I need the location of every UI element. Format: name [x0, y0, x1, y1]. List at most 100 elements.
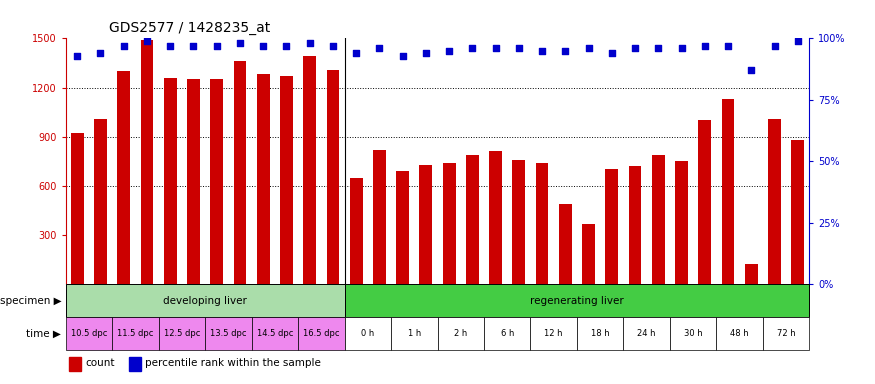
- Bar: [117, 71, 130, 284]
- Point: [536, 48, 550, 54]
- Text: regenerating liver: regenerating liver: [530, 296, 624, 306]
- Bar: [438, 317, 484, 350]
- Point: [582, 45, 596, 51]
- Point: [94, 50, 108, 56]
- Point: [186, 43, 200, 49]
- Bar: [722, 99, 734, 284]
- Bar: [256, 74, 270, 284]
- Text: 1 h: 1 h: [408, 329, 421, 338]
- Bar: [628, 166, 641, 284]
- Point: [488, 45, 502, 51]
- Bar: [210, 79, 223, 284]
- Bar: [763, 317, 809, 350]
- Bar: [577, 317, 623, 350]
- Bar: [676, 161, 688, 284]
- Bar: [484, 317, 530, 350]
- Bar: [141, 40, 153, 284]
- Bar: [652, 155, 665, 284]
- Bar: [66, 284, 345, 317]
- Bar: [791, 140, 804, 284]
- Text: specimen ▶: specimen ▶: [0, 296, 61, 306]
- Text: 16.5 dpc: 16.5 dpc: [303, 329, 340, 338]
- Bar: [536, 163, 549, 284]
- Bar: [66, 317, 112, 350]
- Bar: [345, 284, 809, 317]
- Text: 6 h: 6 h: [500, 329, 514, 338]
- Text: 14.5 dpc: 14.5 dpc: [256, 329, 293, 338]
- Bar: [745, 265, 758, 284]
- Text: 0 h: 0 h: [361, 329, 374, 338]
- Text: percentile rank within the sample: percentile rank within the sample: [145, 358, 321, 368]
- Point: [210, 43, 224, 49]
- Text: 18 h: 18 h: [591, 329, 610, 338]
- Bar: [71, 133, 84, 284]
- Bar: [623, 317, 670, 350]
- Bar: [280, 76, 293, 284]
- Bar: [350, 178, 362, 284]
- Bar: [391, 317, 438, 350]
- Text: developing liver: developing liver: [163, 296, 247, 306]
- Point: [349, 50, 363, 56]
- Text: 11.5 dpc: 11.5 dpc: [117, 329, 153, 338]
- Bar: [466, 155, 479, 284]
- Bar: [205, 317, 252, 350]
- Point: [558, 48, 572, 54]
- Point: [651, 45, 665, 51]
- Bar: [69, 357, 81, 371]
- Text: 2 h: 2 h: [454, 329, 467, 338]
- Point: [279, 43, 293, 49]
- Bar: [164, 78, 177, 284]
- Point: [442, 48, 456, 54]
- Text: 13.5 dpc: 13.5 dpc: [210, 329, 247, 338]
- Text: 72 h: 72 h: [777, 329, 795, 338]
- Bar: [670, 317, 717, 350]
- Bar: [129, 357, 141, 371]
- Point: [419, 50, 433, 56]
- Bar: [326, 70, 340, 284]
- Point: [233, 40, 247, 46]
- Bar: [606, 169, 619, 284]
- Bar: [158, 317, 205, 350]
- Bar: [582, 223, 595, 284]
- Text: 12.5 dpc: 12.5 dpc: [164, 329, 200, 338]
- Bar: [559, 204, 571, 284]
- Point: [697, 43, 711, 49]
- Text: 24 h: 24 h: [637, 329, 656, 338]
- Point: [767, 43, 781, 49]
- Bar: [443, 163, 456, 284]
- Bar: [513, 160, 525, 284]
- Point: [164, 43, 178, 49]
- Point: [373, 45, 387, 51]
- Point: [396, 53, 410, 59]
- Bar: [345, 317, 391, 350]
- Point: [303, 40, 317, 46]
- Bar: [234, 61, 247, 284]
- Bar: [419, 165, 432, 284]
- Point: [466, 45, 480, 51]
- Point: [791, 38, 805, 44]
- Point: [745, 67, 759, 73]
- Bar: [187, 79, 200, 284]
- Bar: [298, 317, 345, 350]
- Text: 12 h: 12 h: [544, 329, 563, 338]
- Bar: [112, 317, 158, 350]
- Bar: [717, 317, 763, 350]
- Bar: [373, 150, 386, 284]
- Point: [140, 38, 154, 44]
- Text: 30 h: 30 h: [684, 329, 703, 338]
- Point: [256, 43, 270, 49]
- Bar: [252, 317, 298, 350]
- Point: [605, 50, 619, 56]
- Point: [628, 45, 642, 51]
- Text: 10.5 dpc: 10.5 dpc: [71, 329, 107, 338]
- Point: [70, 53, 84, 59]
- Bar: [396, 171, 409, 284]
- Text: time ▶: time ▶: [26, 329, 61, 339]
- Point: [116, 43, 130, 49]
- Bar: [530, 317, 577, 350]
- Point: [512, 45, 526, 51]
- Bar: [768, 119, 780, 284]
- Point: [326, 43, 340, 49]
- Bar: [94, 119, 107, 284]
- Text: 48 h: 48 h: [731, 329, 749, 338]
